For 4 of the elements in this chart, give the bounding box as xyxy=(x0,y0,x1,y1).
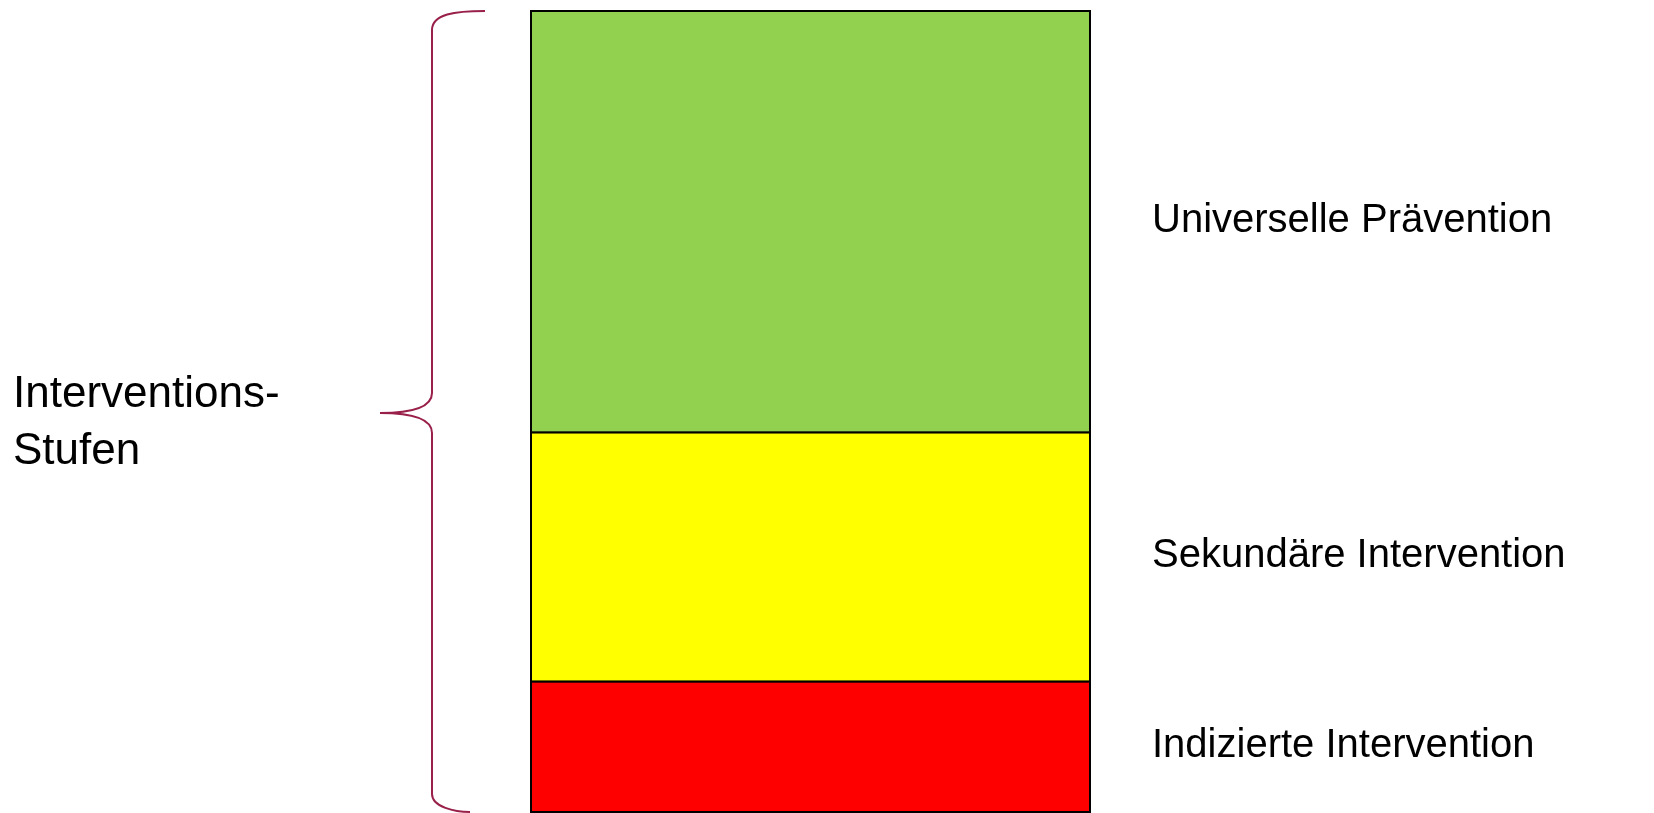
text: Interventions-Stufen xyxy=(13,366,280,473)
series-label: Universelle Prävention xyxy=(1152,196,1553,241)
series-label: Indizierte Intervention xyxy=(1152,721,1535,766)
series-label: Sekundäre Intervention xyxy=(1152,531,1566,576)
